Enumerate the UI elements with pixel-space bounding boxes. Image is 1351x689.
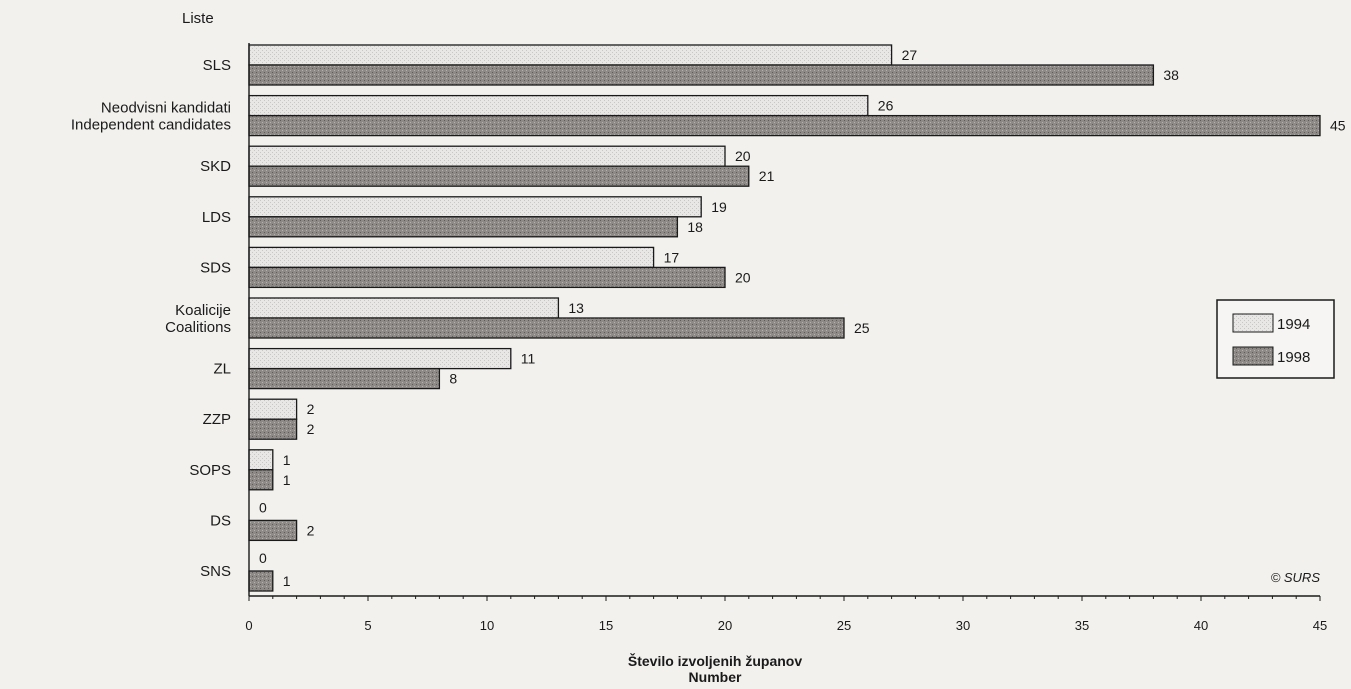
legend: 1994 1998 xyxy=(1216,299,1335,379)
x-tick-label: 15 xyxy=(599,618,613,633)
data-label-1998: 20 xyxy=(735,269,751,285)
data-label-1994: 13 xyxy=(568,300,584,316)
bar-1998 xyxy=(248,469,274,491)
x-tick-label: 35 xyxy=(1075,618,1089,633)
category-label: SDS xyxy=(200,259,231,276)
category-label-line: Independent candidates xyxy=(71,117,231,134)
bar-1998 xyxy=(248,367,441,390)
bar-1994 xyxy=(248,145,726,167)
data-label-1994: 20 xyxy=(735,148,751,164)
bar-1994 xyxy=(248,44,893,66)
x-tick-label: 30 xyxy=(956,618,970,633)
bar-1994 xyxy=(248,246,655,269)
category-label: ZZP xyxy=(203,411,231,428)
category-label: SOPS xyxy=(189,462,231,479)
data-label-1998: 8 xyxy=(449,371,457,387)
category-label-line: Koalicije xyxy=(175,302,231,319)
x-tick-label: 5 xyxy=(364,618,371,633)
bar-1994 xyxy=(248,94,869,117)
legend-swatch-1998 xyxy=(1232,346,1274,366)
data-label-1998: 2 xyxy=(307,421,315,437)
data-label-1994: 1 xyxy=(283,452,291,468)
x-tick-label: 0 xyxy=(245,618,252,633)
data-label-1994: 2 xyxy=(307,401,315,417)
data-label-1998: 38 xyxy=(1163,67,1179,83)
data-label-1994: 27 xyxy=(902,47,918,63)
bar-1998 xyxy=(248,165,750,187)
data-label-1994: 26 xyxy=(878,98,894,114)
data-label-1994: 17 xyxy=(664,249,680,265)
bar-1994 xyxy=(248,196,702,218)
credit-label: © SURS xyxy=(1271,570,1321,585)
bar-1994 xyxy=(248,449,274,471)
data-label-1994: 19 xyxy=(711,199,727,215)
bar-1998 xyxy=(248,317,845,339)
bar-1994 xyxy=(248,398,298,420)
x-axis-title-line1: Število izvoljenih županov xyxy=(628,652,802,669)
bar-1998 xyxy=(248,64,1155,86)
bar-1998 xyxy=(248,216,679,238)
bar-1998 xyxy=(248,418,298,440)
bar-1998 xyxy=(248,114,1321,137)
category-label: LDS xyxy=(202,209,231,226)
bar-1998 xyxy=(248,519,298,542)
data-label-1998: 21 xyxy=(759,168,775,184)
category-label: DS xyxy=(210,512,231,529)
legend-label-1998: 1998 xyxy=(1277,349,1310,366)
data-label-1998: 1 xyxy=(283,472,291,488)
bars-layer xyxy=(248,44,1321,592)
y-axis-title: Liste xyxy=(182,10,214,27)
category-label: SKD xyxy=(200,158,231,175)
legend-swatch-1994 xyxy=(1232,313,1274,333)
data-label-1998: 25 xyxy=(854,320,870,336)
data-label-1998: 1 xyxy=(283,573,291,589)
bar-1998 xyxy=(248,266,726,289)
x-tick-label: 10 xyxy=(480,618,494,633)
bar-1994 xyxy=(248,347,512,370)
data-label-1998: 2 xyxy=(307,522,315,538)
category-label: SLS xyxy=(203,57,231,74)
category-label-line: Neodvisni kandidati xyxy=(101,100,231,117)
bar-1994 xyxy=(248,297,560,319)
category-label-line: Coalitions xyxy=(165,319,231,336)
x-tick-label: 40 xyxy=(1194,618,1208,633)
x-tick-label: 45 xyxy=(1313,618,1327,633)
category-label: ZL xyxy=(213,361,231,378)
data-label-1998: 18 xyxy=(687,219,703,235)
x-tick-label: 25 xyxy=(837,618,851,633)
x-axis-title-line2: Number xyxy=(689,669,742,685)
data-label-1994: 0 xyxy=(259,499,267,515)
data-label-1994: 11 xyxy=(521,351,536,367)
data-label-1994: 0 xyxy=(259,550,267,566)
data-label-1998: 45 xyxy=(1330,118,1346,134)
bar-1998 xyxy=(248,570,274,592)
x-axis: 0 5 10 15 20 25 30 35 40 45 xyxy=(245,43,1327,633)
category-label: SNS xyxy=(200,563,231,580)
legend-label-1994: 1994 xyxy=(1277,316,1310,333)
x-tick-label: 20 xyxy=(718,618,732,633)
